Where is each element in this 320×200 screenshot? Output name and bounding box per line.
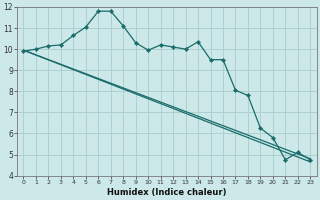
X-axis label: Humidex (Indice chaleur): Humidex (Indice chaleur) bbox=[107, 188, 227, 197]
